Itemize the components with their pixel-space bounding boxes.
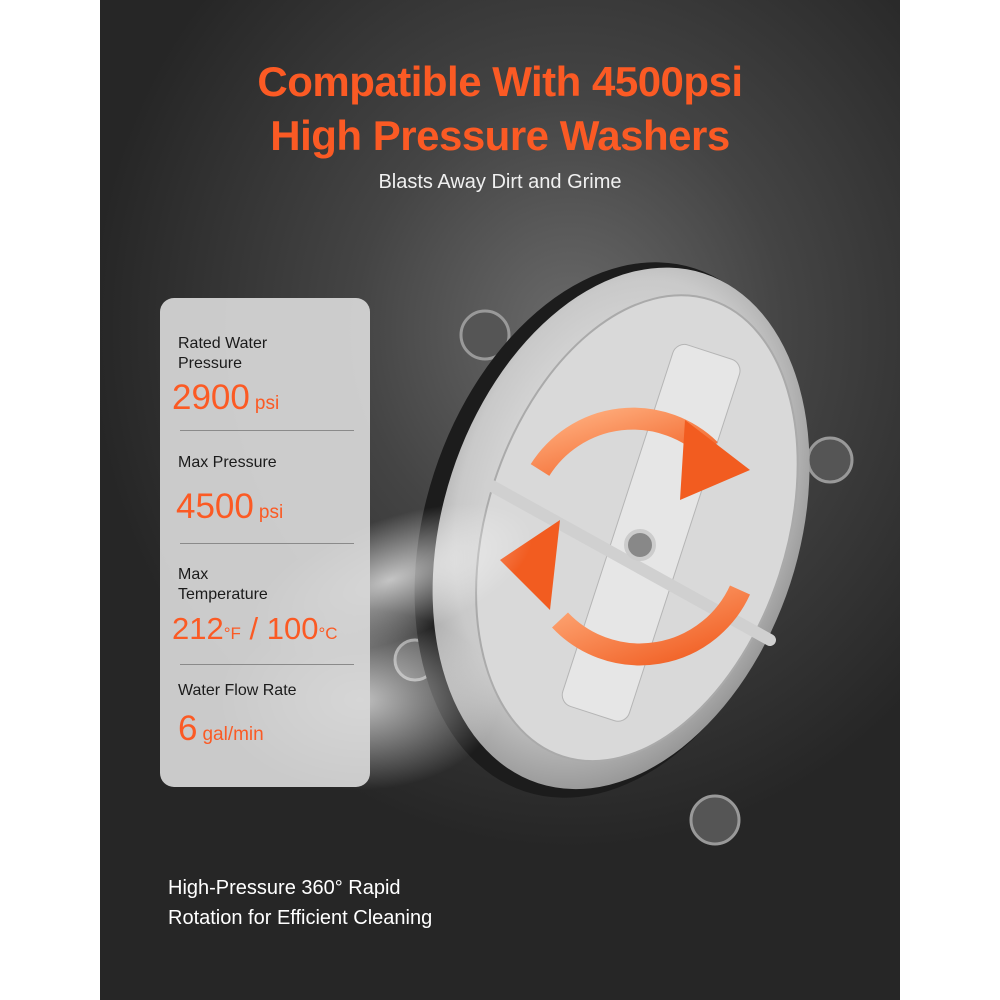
subtitle: Blasts Away Dirt and Grime <box>378 171 622 193</box>
separator: / <box>240 611 267 646</box>
value-f: 212 <box>172 611 224 646</box>
arrow-head <box>680 420 750 500</box>
value-number: 4500 <box>176 487 254 526</box>
spec-max-temperature: Max Temperature 212°F / 100°C <box>172 565 358 654</box>
divider <box>180 664 354 665</box>
divider <box>180 543 354 544</box>
spec-label: Max Pressure <box>178 454 277 471</box>
value-c: 100 <box>266 611 319 646</box>
spec-rated-pressure: Rated Water Pressure 2900 psi <box>172 334 358 424</box>
spec-label: Rated Water <box>178 335 268 352</box>
spec-label: Temperature <box>178 586 268 603</box>
spec-label: Max <box>178 566 209 583</box>
spec-flow-rate: Water Flow Rate 6 gal/min <box>178 681 358 755</box>
spec-card: Rated Water Pressure 2900 psi Max Pressur… <box>160 298 370 787</box>
value-unit: psi <box>258 502 284 523</box>
arrow-head <box>500 520 560 610</box>
spec-label: Water Flow Rate <box>178 682 297 699</box>
value-unit: psi <box>254 393 280 414</box>
value-number: 6 <box>178 709 198 748</box>
spec-value: 4500 psi <box>176 487 358 533</box>
value-unit: gal/min <box>202 724 264 745</box>
divider <box>180 430 354 431</box>
footer-text: High-Pressure 360° Rapid Rotation for Ef… <box>168 873 432 933</box>
footer-line2: Rotation for Efficient Cleaning <box>168 907 433 929</box>
product-panel: Compatible With 4500psi High Pressure Wa… <box>100 0 900 1000</box>
spec-value: 6 gal/min <box>178 709 358 755</box>
spec-label: Pressure <box>178 355 243 372</box>
unit-c: °C <box>318 624 338 643</box>
footer-line1: High-Pressure 360° Rapid <box>168 877 401 899</box>
headline-line1: Compatible With 4500psi <box>257 58 743 105</box>
spec-max-pressure: Max Pressure 4500 psi <box>176 453 358 533</box>
unit-f: °F <box>223 624 241 643</box>
spec-value: 212°F / 100°C <box>172 609 358 654</box>
spec-value: 2900 psi <box>172 378 358 424</box>
value-number: 2900 <box>172 378 250 417</box>
headline-line2: High Pressure Washers <box>270 112 730 159</box>
